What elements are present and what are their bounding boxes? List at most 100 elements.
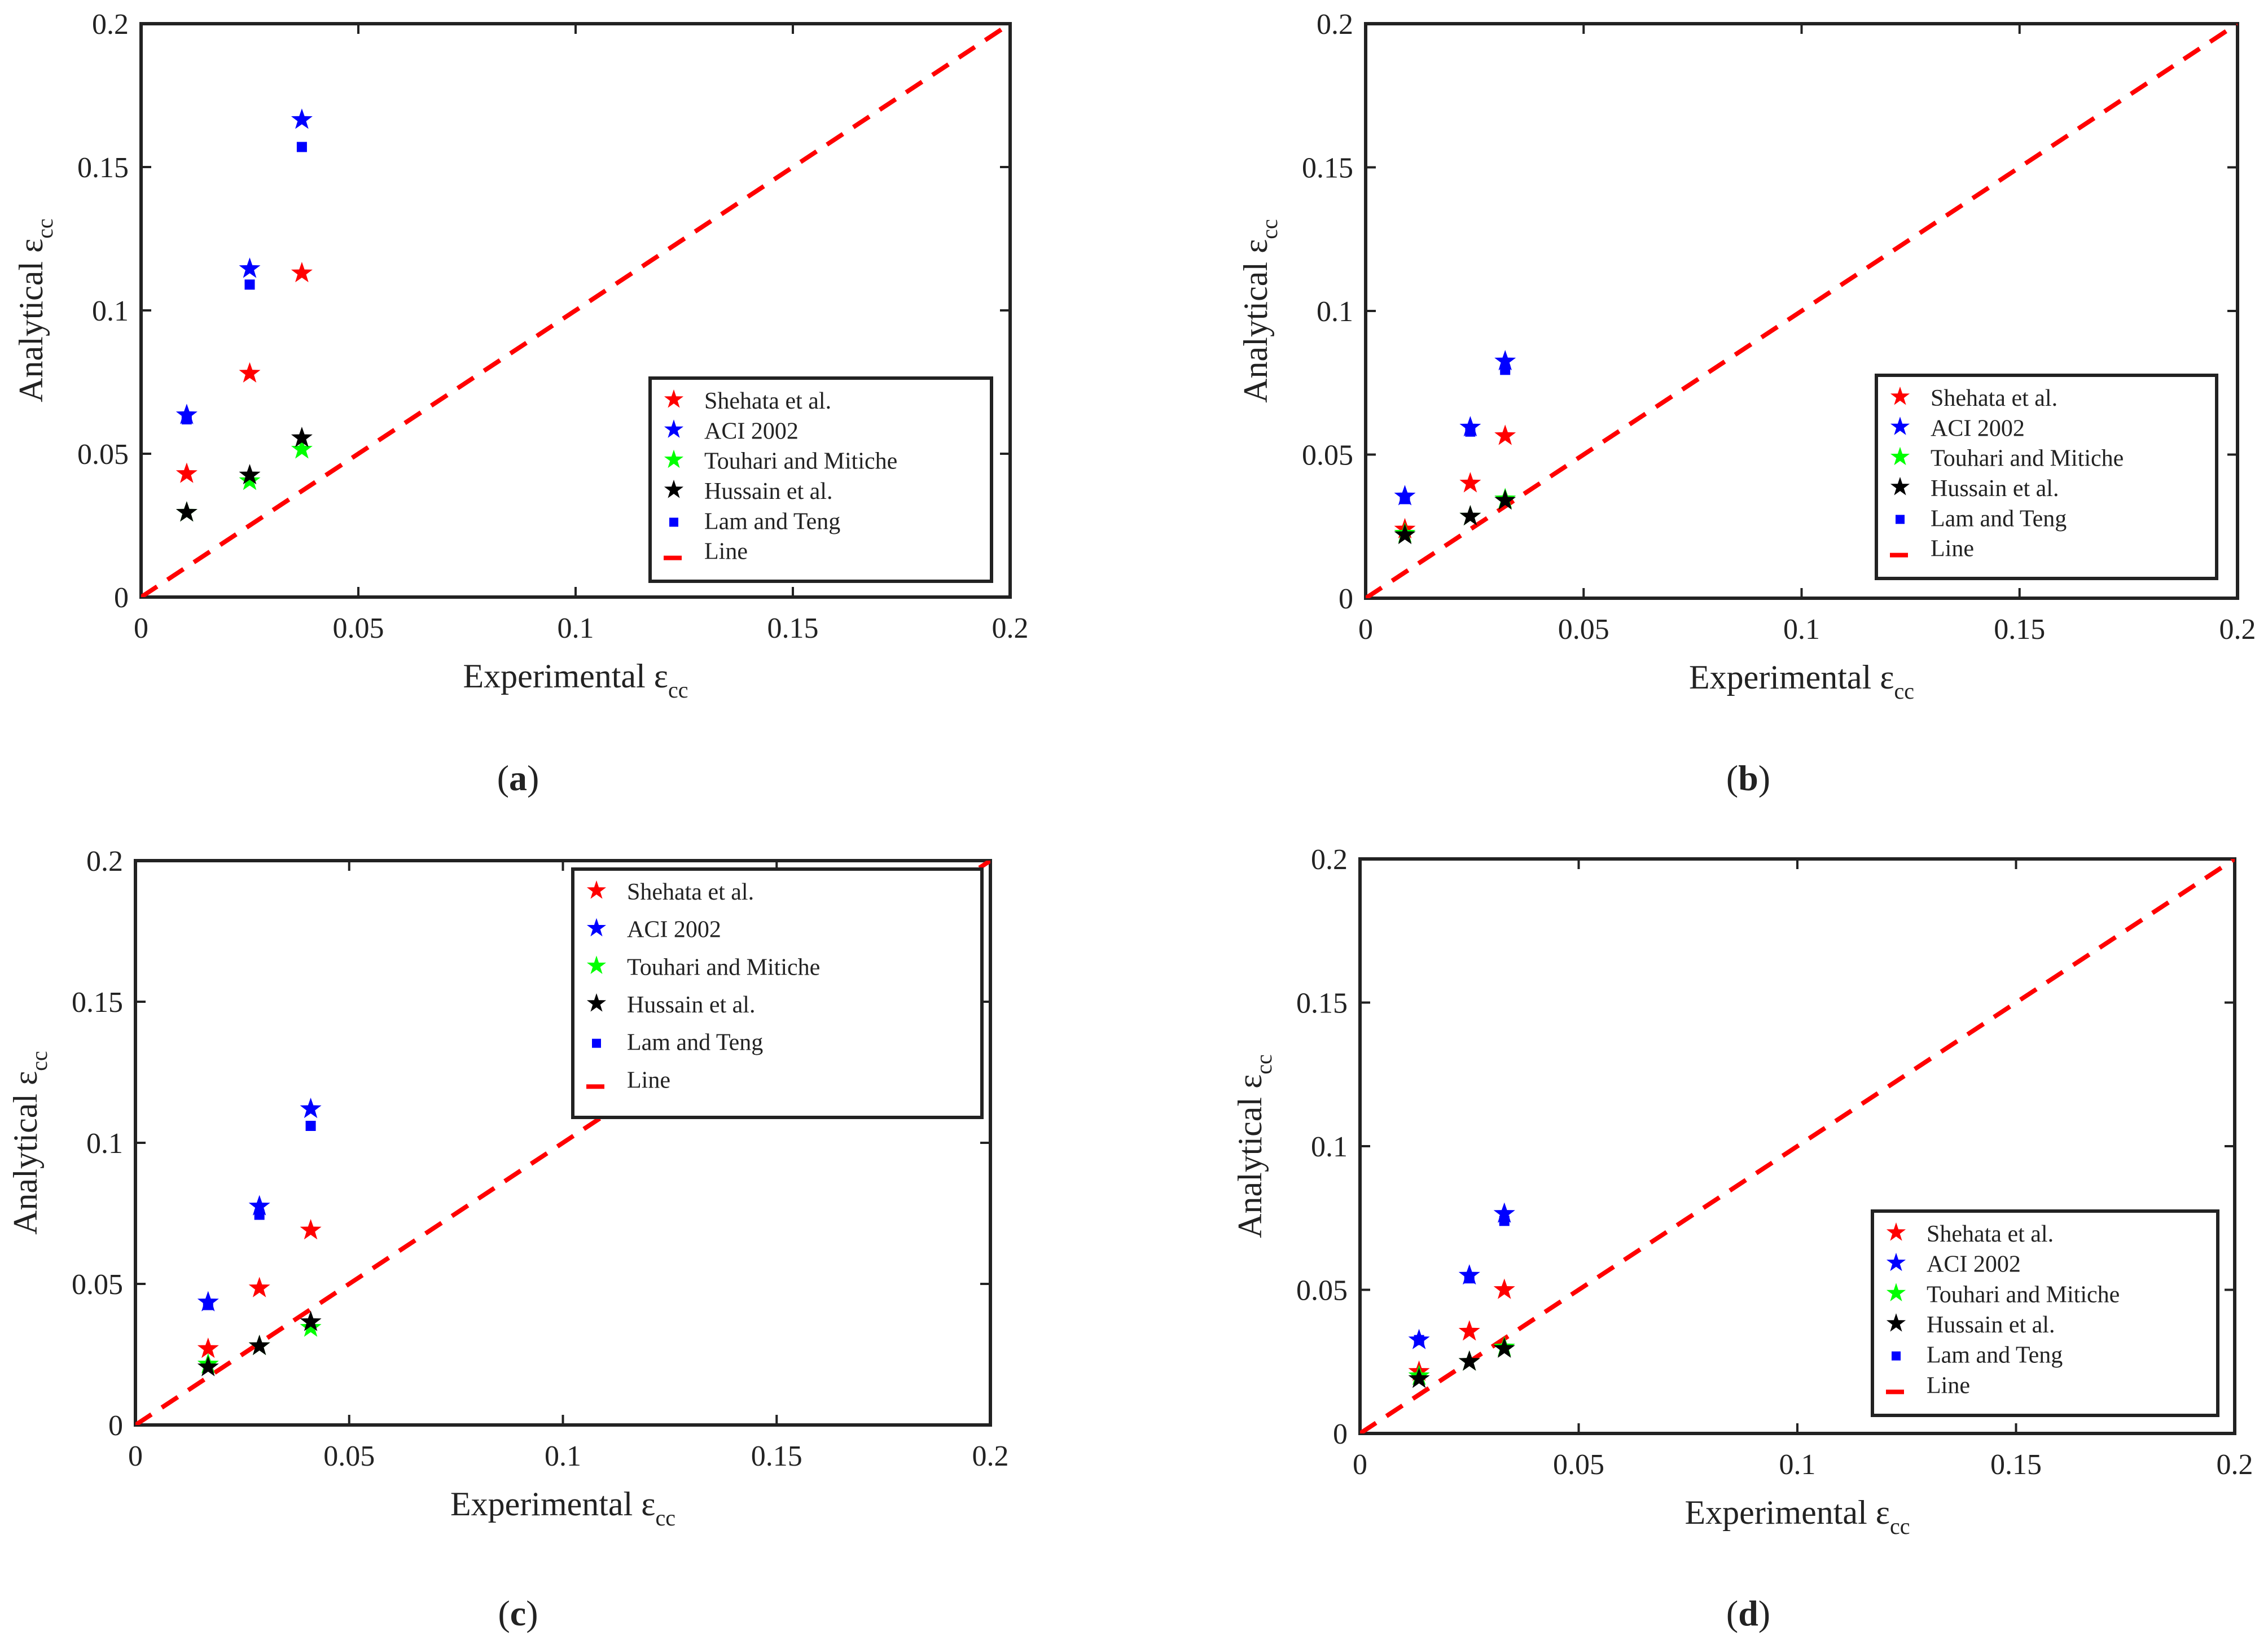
x-tick-label: 0.15 <box>1990 1449 2042 1481</box>
point-lam-and-teng <box>1465 426 1476 437</box>
x-tick-label: 0.1 <box>545 1440 581 1472</box>
legend-marker <box>1890 446 1910 466</box>
x-tick-label: 0.2 <box>992 612 1029 644</box>
point-lam-and-teng <box>1499 1216 1510 1226</box>
line-series <box>141 24 1010 597</box>
point-shehata-et-al- <box>1494 424 1516 445</box>
point-hussain-et-al- <box>1493 1337 1515 1358</box>
legend-label: ACI 2002 <box>1927 1252 2021 1278</box>
y-tick-label: 0 <box>108 1410 123 1442</box>
legend-marker <box>664 480 684 498</box>
point-aci-2002 <box>1459 416 1481 437</box>
point-lam-and-teng <box>203 1300 213 1310</box>
point-shehata-et-al- <box>176 462 198 483</box>
x-tick-label: 0.15 <box>767 612 819 644</box>
y-tick-label: 0.1 <box>92 295 129 327</box>
legend-marker <box>1886 1222 1906 1241</box>
point-aci-2002 <box>300 1098 322 1119</box>
legend-label: Shehata et al. <box>1927 1221 2054 1247</box>
legend-label: Line <box>1927 1372 1970 1398</box>
point-lam-and-teng <box>244 279 255 290</box>
legend-label: Shehata et al. <box>704 388 831 414</box>
x-tick-label: 0.15 <box>751 1440 802 1472</box>
y-tick-label: 0.05 <box>1302 440 1353 472</box>
panel-a: 0 0.05 0.1 0.15 0.2 0 0.05 0.1 0.15 0.2 Experiment… <box>12 8 1029 798</box>
x-tick-label: 0.2 <box>972 1440 1009 1472</box>
point-aci-2002 <box>239 257 261 278</box>
point-shehata-et-al- <box>1458 1320 1480 1341</box>
legend-marker <box>664 419 684 438</box>
legend-marker <box>1890 416 1910 435</box>
panel-b: 0 0.05 0.1 0.15 0.2 0 0.05 0.1 0.15 0.2 Experiment… <box>1237 8 2256 798</box>
legend-label: ACI 2002 <box>627 917 721 943</box>
y-tick-label: 0.1 <box>1311 1131 1348 1163</box>
legend: Shehata et al. ACI 2002 Touhari and Mitich… <box>648 376 993 583</box>
line-series <box>1360 859 2235 1433</box>
point-shehata-et-al- <box>300 1219 322 1240</box>
legend-box <box>648 376 993 583</box>
y-tick-label: 0.2 <box>92 8 129 41</box>
point-hussain-et-al- <box>176 501 198 522</box>
point-shehata-et-al- <box>197 1338 219 1358</box>
legend-marker <box>586 918 607 937</box>
legend-marker <box>1890 477 1910 495</box>
x-axis-label: Experimental εcc <box>1685 1494 1910 1539</box>
point-shehata-et-al- <box>239 362 261 383</box>
point-hussain-et-al- <box>197 1356 219 1376</box>
legend-label: ACI 2002 <box>1931 415 2025 441</box>
point-touhari-and-mitiche <box>239 470 261 490</box>
legend-label: Touhari and Mitiche <box>1931 446 2124 472</box>
x-tick-label: 0.2 <box>2219 613 2256 646</box>
y-tick-label: 0.1 <box>86 1128 123 1160</box>
x-axis-label: Experimental εcc <box>463 657 688 703</box>
y-tick-label: 0.15 <box>77 152 129 184</box>
legend-marker <box>669 518 678 527</box>
legend-label: Touhari and Mitiche <box>627 954 820 980</box>
point-shehata-et-al- <box>1459 472 1481 493</box>
legend-marker <box>1896 515 1905 524</box>
data-layer <box>1360 859 2235 1433</box>
x-tick-label: 0 <box>1358 613 1373 646</box>
y-tick-label: 0.2 <box>86 845 123 878</box>
legend-marker <box>592 1038 601 1048</box>
y-tick-label: 0 <box>1333 1418 1348 1450</box>
legend-marker <box>586 880 607 899</box>
legend: Shehata et al. ACI 2002 Touhari and Mitich… <box>1871 1209 2219 1417</box>
legend-label: Lam and Teng <box>1927 1343 2063 1369</box>
x-tick-label: 0.2 <box>2217 1449 2253 1481</box>
x-tick-label: 0.1 <box>1783 613 1820 646</box>
panel-label: (a) <box>497 758 539 798</box>
point-touhari-and-mitiche <box>300 1316 322 1337</box>
panel-label: (c) <box>498 1593 538 1633</box>
point-lam-and-teng <box>1400 494 1410 505</box>
legend-box <box>571 867 984 1119</box>
line-series <box>1366 24 2238 598</box>
x-tick-label: 0.1 <box>1779 1449 1816 1481</box>
y-tick-label: 0.1 <box>1317 296 1353 328</box>
x-tick-label: 0.05 <box>323 1440 375 1472</box>
legend-label: Line <box>627 1067 670 1093</box>
point-lam-and-teng <box>305 1121 316 1131</box>
x-tick-label: 0.05 <box>1558 613 1609 646</box>
y-tick-label: 0.05 <box>72 1269 123 1301</box>
legend-label: Hussain et al. <box>1931 476 2059 502</box>
y-axis-label: Analytical εcc <box>7 1051 52 1235</box>
legend-marker <box>1886 1313 1906 1332</box>
x-tick-label: 0 <box>134 612 148 644</box>
legend-label: Hussain et al. <box>627 992 755 1018</box>
point-hussain-et-al- <box>300 1310 322 1331</box>
legend-box <box>1871 1209 2219 1417</box>
x-tick-label: 0.1 <box>558 612 594 644</box>
point-shehata-et-al- <box>248 1277 270 1297</box>
point-hussain-et-al- <box>1494 489 1516 510</box>
data-layer <box>141 24 1010 597</box>
point-touhari-and-mitiche <box>291 438 313 459</box>
legend-marker <box>664 449 684 468</box>
panel-label: (d) <box>1726 1593 1770 1633</box>
y-tick-label: 0.15 <box>72 986 123 1019</box>
legend-label: Line <box>1931 536 1974 562</box>
y-tick-label: 0.2 <box>1311 844 1348 876</box>
legend: Shehata et al. ACI 2002 Touhari and Mitich… <box>1875 374 2218 580</box>
y-tick-label: 0.15 <box>1302 152 1353 185</box>
legend-label: Shehata et al. <box>1931 385 2058 411</box>
